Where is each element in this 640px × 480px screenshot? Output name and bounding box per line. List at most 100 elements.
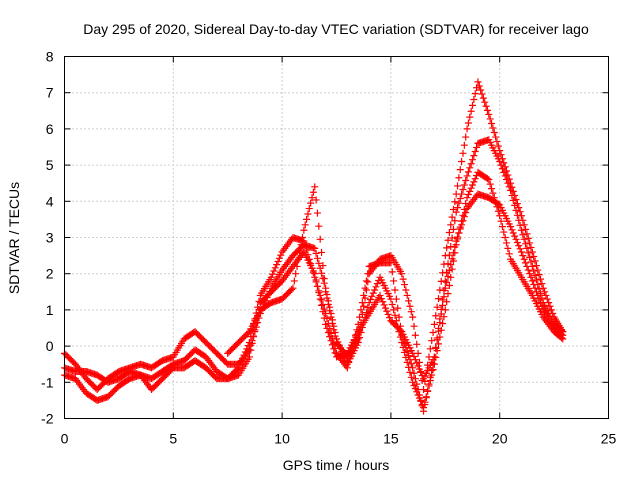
data-point xyxy=(315,222,323,230)
data-point xyxy=(493,138,501,146)
data-point xyxy=(501,163,509,171)
data-point xyxy=(364,304,372,312)
data-point xyxy=(440,293,448,301)
data-point xyxy=(383,307,391,315)
data-point xyxy=(520,221,528,229)
data-point xyxy=(409,378,417,386)
data-point xyxy=(464,119,472,127)
data-point xyxy=(358,310,366,318)
data-point xyxy=(390,306,398,314)
data-point xyxy=(304,210,312,218)
y-tick-label: 8 xyxy=(46,49,54,65)
data-point xyxy=(526,270,534,278)
data-point xyxy=(469,156,476,164)
data-point xyxy=(471,148,479,156)
data-point xyxy=(391,286,399,294)
data-point xyxy=(318,248,326,256)
data-point xyxy=(318,269,326,277)
data-point xyxy=(481,98,489,106)
data-point xyxy=(531,257,539,265)
data-point xyxy=(411,356,419,364)
data-point xyxy=(479,94,487,102)
series-track-d xyxy=(224,78,567,394)
data-point xyxy=(330,326,338,334)
data-point xyxy=(523,230,531,238)
data-point xyxy=(294,255,302,263)
data-point xyxy=(531,284,539,292)
data-point xyxy=(414,362,422,370)
data-point xyxy=(327,337,335,345)
data-point xyxy=(313,254,321,262)
data-point xyxy=(486,115,494,123)
data-point xyxy=(532,262,540,270)
data-point xyxy=(509,187,517,195)
data-point xyxy=(546,302,554,310)
data-point xyxy=(449,205,457,213)
data-point xyxy=(516,245,524,253)
data-point xyxy=(241,348,249,356)
data-point xyxy=(489,189,497,197)
data-point xyxy=(507,223,515,231)
data-point xyxy=(452,190,460,198)
data-point xyxy=(519,252,527,260)
data-point xyxy=(403,291,411,299)
data-point xyxy=(443,244,451,252)
data-point xyxy=(327,313,335,321)
data-point xyxy=(459,186,467,194)
data-point xyxy=(466,113,474,121)
data-point xyxy=(388,300,396,308)
data-point xyxy=(240,351,248,359)
data-point xyxy=(473,143,481,151)
data-point xyxy=(373,280,381,288)
data-point xyxy=(470,152,478,160)
data-point xyxy=(486,180,494,188)
data-point xyxy=(331,349,339,357)
data-point xyxy=(435,327,442,335)
data-point xyxy=(513,238,521,246)
data-point xyxy=(458,221,466,229)
data-point xyxy=(549,310,557,318)
y-tick-label: 5 xyxy=(46,157,54,173)
data-point xyxy=(466,164,474,172)
data-point xyxy=(441,252,449,260)
data-point xyxy=(435,340,442,348)
data-point xyxy=(320,314,328,322)
data-point xyxy=(429,366,437,374)
data-point xyxy=(538,280,546,288)
data-point xyxy=(433,336,441,344)
data-point xyxy=(429,329,437,337)
data-point xyxy=(312,196,320,204)
data-point xyxy=(421,400,429,408)
data-point xyxy=(477,86,485,94)
data-point xyxy=(534,291,542,299)
data-point xyxy=(527,243,535,251)
data-point xyxy=(523,262,531,270)
data-point xyxy=(362,277,370,285)
data-point xyxy=(269,270,277,278)
data-point xyxy=(330,345,338,353)
data-point xyxy=(545,299,553,307)
data-point xyxy=(405,297,413,305)
data-point xyxy=(424,387,432,395)
y-tick-label: 2 xyxy=(46,266,54,282)
data-point xyxy=(395,313,403,321)
data-point xyxy=(467,184,475,192)
data-point xyxy=(463,194,471,202)
data-point xyxy=(398,270,406,278)
data-point xyxy=(311,183,319,191)
y-axis-label: SDTVAR / TECUs xyxy=(6,182,22,294)
data-point xyxy=(409,313,417,321)
data-point xyxy=(504,244,512,252)
data-point xyxy=(451,243,459,251)
data-point xyxy=(436,286,444,294)
data-point xyxy=(244,329,252,337)
data-point xyxy=(448,234,456,242)
data-point xyxy=(504,171,512,179)
data-point xyxy=(422,369,430,377)
data-point xyxy=(417,396,425,404)
data-point xyxy=(462,176,470,184)
data-point xyxy=(433,303,441,311)
data-point xyxy=(441,284,449,292)
x-tick-label: 0 xyxy=(61,431,69,447)
y-tick-label: -2 xyxy=(41,411,54,427)
